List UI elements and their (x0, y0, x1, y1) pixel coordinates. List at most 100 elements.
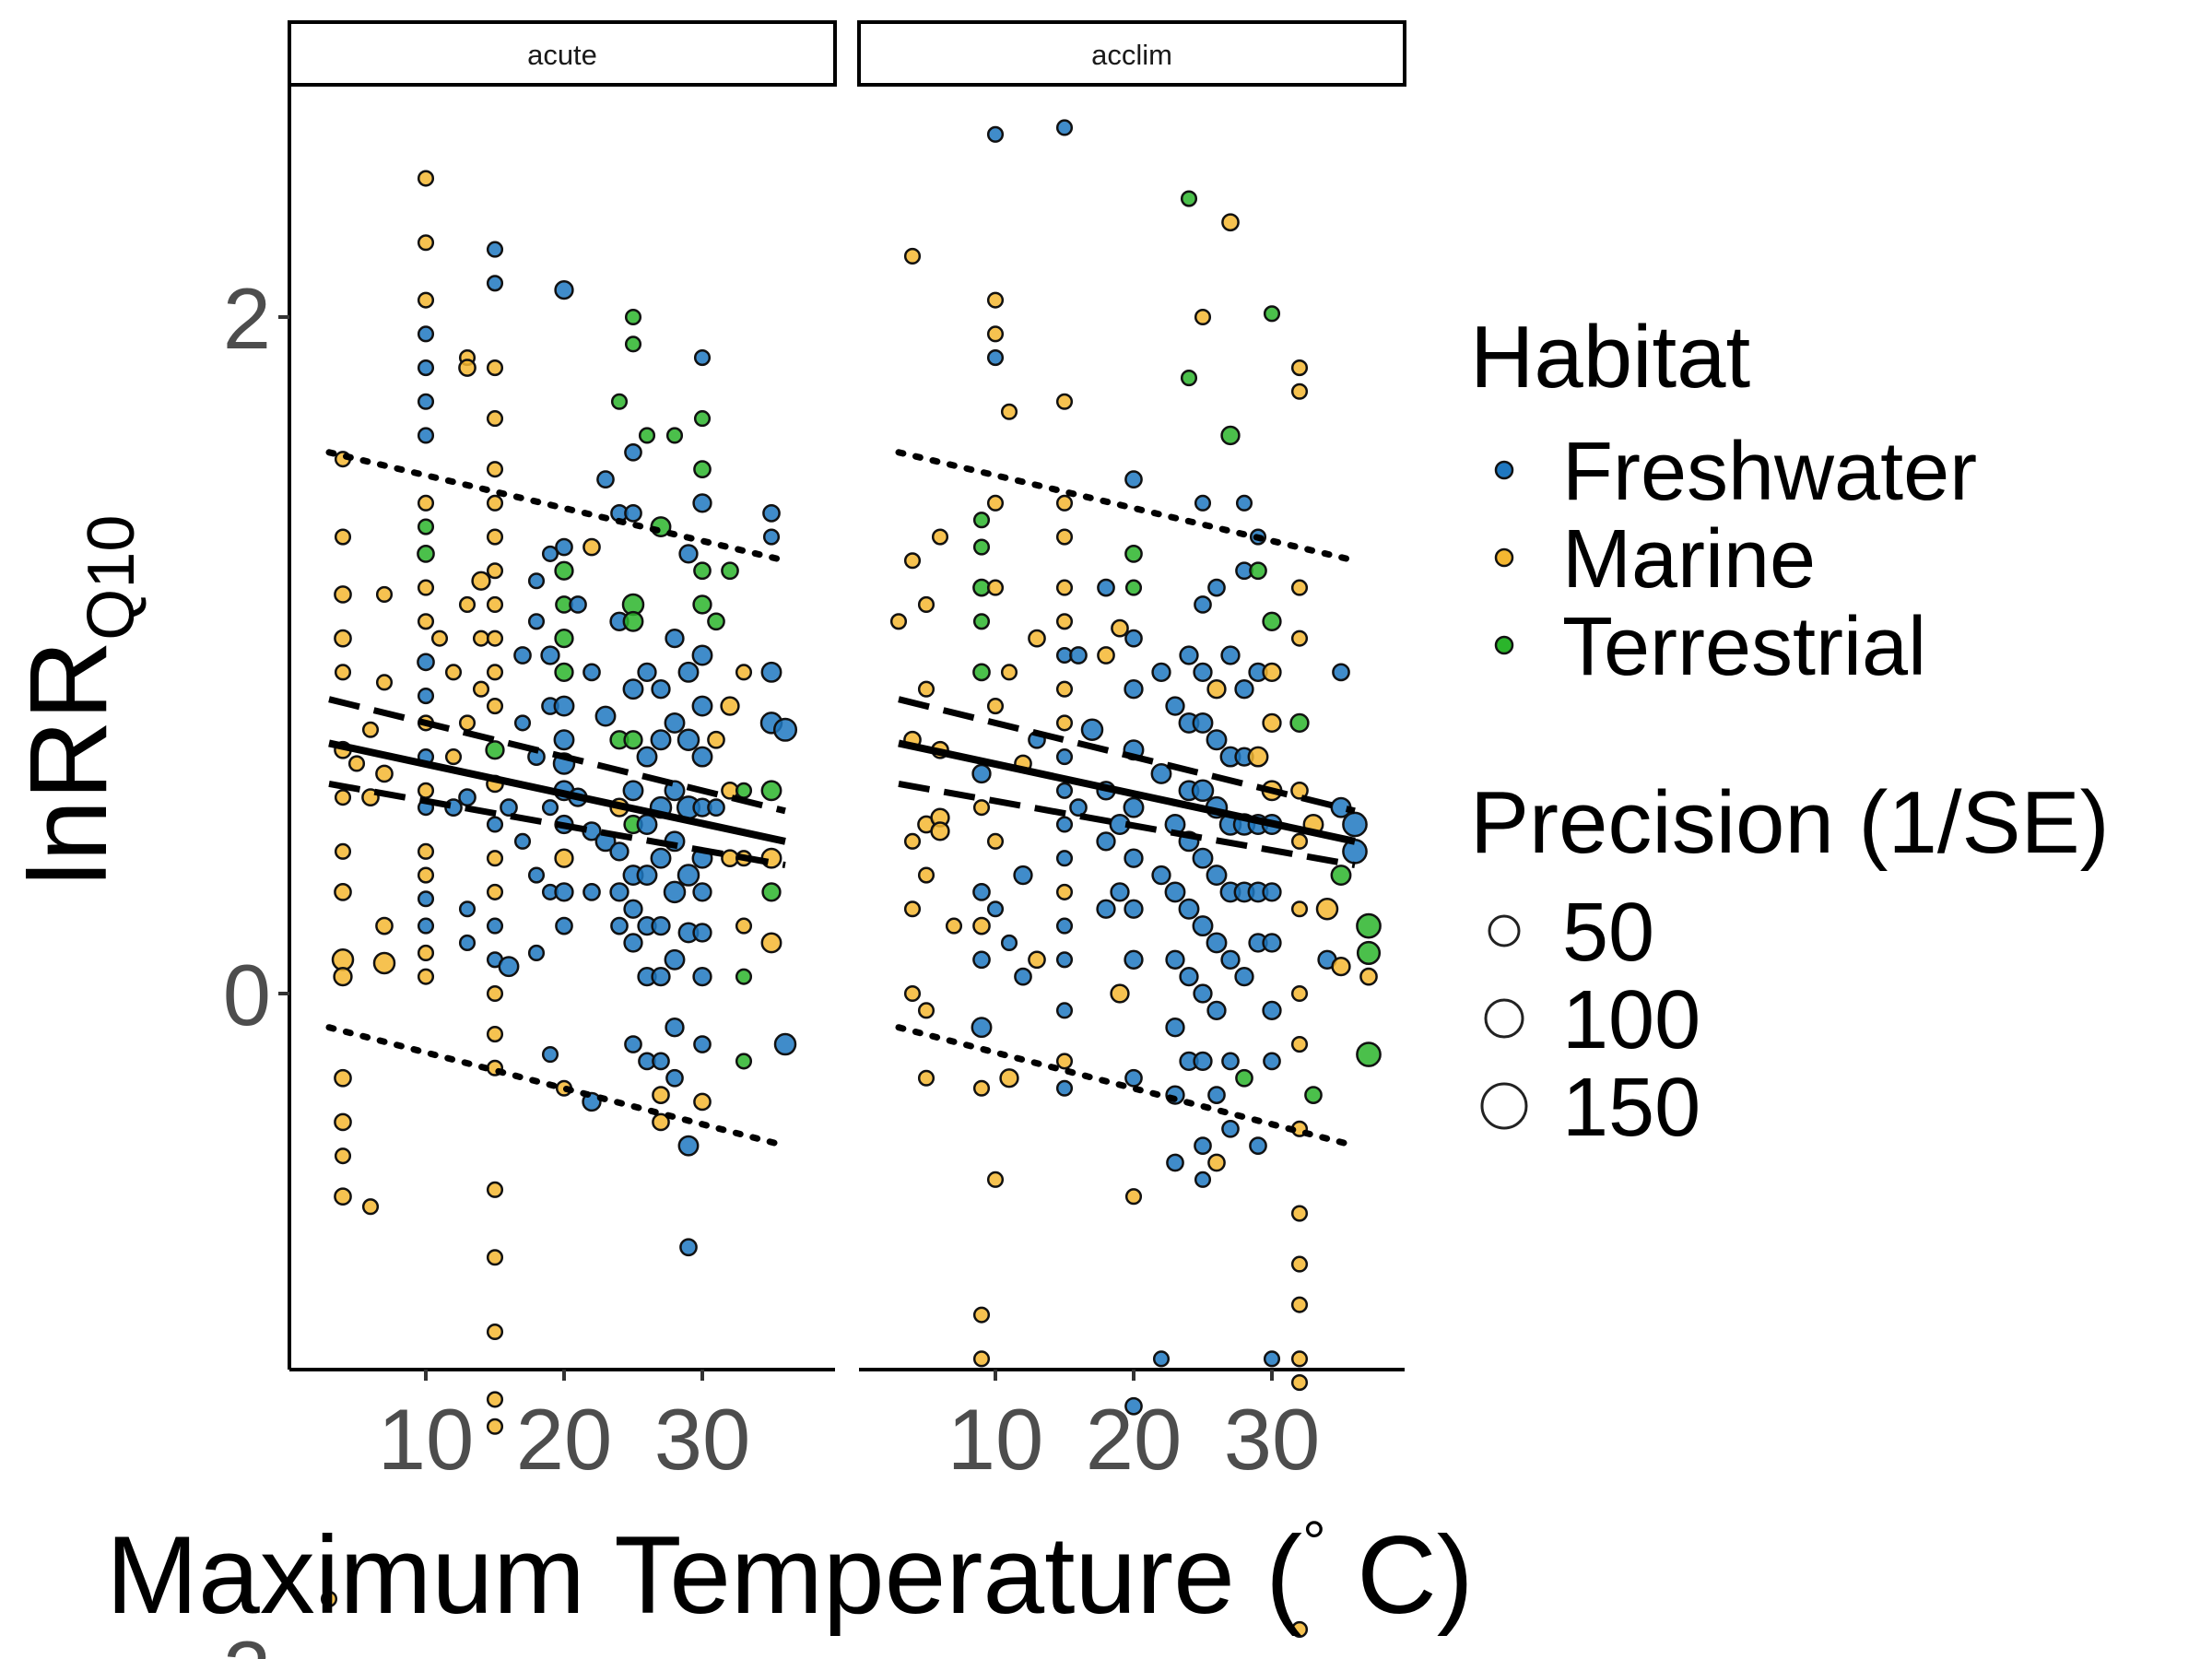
y-tick-label: 2 (223, 270, 271, 367)
data-point-terrestrial (1262, 611, 1282, 631)
data-point-freshwater (1249, 1136, 1267, 1156)
data-point-freshwater (1234, 679, 1254, 700)
data-point-freshwater (610, 916, 629, 935)
data-point-freshwater (541, 1046, 559, 1064)
data-point-freshwater (1194, 1136, 1212, 1156)
data-point-freshwater (665, 1068, 684, 1088)
data-point-freshwater (1013, 865, 1033, 886)
prediction-interval-lower (895, 1024, 1359, 1149)
data-point-terrestrial (1304, 1086, 1323, 1104)
data-point-freshwater (555, 537, 573, 557)
data-point-marine (486, 1418, 504, 1435)
confidence-interval-lower (328, 781, 786, 868)
data-point-marine (486, 595, 504, 614)
data-point-freshwater (1262, 933, 1282, 953)
data-point-marine (417, 944, 435, 962)
data-point-marine (999, 1068, 1019, 1088)
data-point-terrestrial (638, 427, 656, 444)
facet-panel-acute: acute-2024102030 (194, 20, 837, 1659)
data-point-marine (486, 562, 504, 580)
data-point-freshwater (1096, 899, 1116, 919)
facet-strip-acute (288, 20, 837, 87)
data-point-marine (652, 1112, 670, 1132)
data-point-freshwater (692, 882, 712, 902)
data-point-freshwater (417, 917, 435, 935)
data-point-freshwater (1055, 1002, 1074, 1019)
data-point-freshwater (986, 348, 1005, 367)
data-point-freshwater (1055, 850, 1074, 867)
data-point-freshwater (1055, 1079, 1074, 1097)
data-point-terrestrial (692, 594, 712, 615)
data-point-terrestrial (1180, 370, 1198, 387)
data-point-freshwater (651, 679, 671, 700)
y-axis-title-subscript: Q10 (75, 515, 148, 641)
data-point-marine (1124, 1188, 1143, 1206)
data-point-freshwater (1165, 1018, 1185, 1038)
data-point-freshwater (1193, 662, 1213, 682)
data-point-freshwater (417, 653, 435, 672)
data-point-freshwater (1178, 898, 1200, 920)
data-point-marine (430, 629, 449, 647)
x-axis-title: Maximum Temperature (° C) (106, 1509, 1474, 1637)
data-point-marine (1290, 359, 1309, 377)
data-point-freshwater (1220, 949, 1241, 970)
data-point-marine (417, 842, 435, 860)
data-point-freshwater (677, 864, 700, 887)
data-point-marine (1055, 1053, 1074, 1070)
data-point-terrestrial (1220, 425, 1241, 446)
data-point-freshwater (1191, 779, 1215, 803)
data-point-terrestrial (485, 740, 505, 760)
data-point-freshwater (971, 1017, 993, 1039)
data-point-freshwater (692, 493, 712, 513)
y-axis-title-main: lnRR (6, 641, 130, 887)
data-point-marine (1028, 629, 1046, 648)
legend-size-key-100 (1484, 998, 1524, 1039)
data-point-freshwater (1192, 915, 1214, 937)
data-point-freshwater (624, 504, 642, 523)
data-point-marine (986, 698, 1005, 715)
legend-size-label-100: 100 (1562, 974, 1700, 1066)
data-point-marine (417, 782, 435, 799)
data-point-marine (1097, 646, 1115, 665)
data-point-marine (1055, 579, 1074, 596)
data-point-freshwater (486, 275, 504, 292)
data-point-freshwater (486, 241, 504, 258)
data-point-freshwater (677, 728, 700, 751)
data-point-marine (1262, 712, 1282, 734)
data-point-freshwater (1080, 718, 1104, 741)
data-point-freshwater (1069, 646, 1088, 665)
data-point-freshwater (693, 1035, 712, 1053)
data-point-marine (320, 1590, 338, 1607)
data-point-marine (986, 832, 1005, 850)
data-point-freshwater (417, 890, 435, 908)
data-point-freshwater (1234, 967, 1254, 987)
data-point-freshwater (486, 816, 504, 833)
data-point-marine (417, 291, 435, 309)
data-point-marine (331, 948, 355, 971)
data-point-marine (1262, 662, 1282, 682)
data-point-freshwater (691, 746, 713, 768)
facet-strip-acclim (857, 20, 1406, 87)
data-point-marine (334, 664, 352, 681)
data-point-freshwater (691, 644, 713, 666)
data-point-marine (486, 850, 504, 867)
data-point-freshwater (1206, 865, 1228, 886)
data-point-marine (486, 359, 504, 377)
data-point-freshwater (986, 900, 1005, 918)
data-point-marine (334, 629, 352, 648)
legend-size-label-150: 150 (1562, 1062, 1700, 1154)
data-point-terrestrial (610, 393, 629, 410)
data-point-freshwater (417, 359, 435, 377)
data-point-freshwater (972, 883, 991, 901)
data-point-freshwater (1110, 882, 1130, 902)
data-point-marine (1055, 393, 1074, 410)
data-point-freshwater (513, 646, 532, 665)
data-point-marine (486, 1025, 504, 1043)
data-point-freshwater (1123, 796, 1145, 818)
data-point-marine (720, 696, 740, 716)
data-point-terrestrial (1249, 561, 1267, 581)
data-point-freshwater (773, 1032, 797, 1056)
data-point-freshwater (1194, 1171, 1212, 1188)
data-point-marine (1207, 1153, 1226, 1172)
